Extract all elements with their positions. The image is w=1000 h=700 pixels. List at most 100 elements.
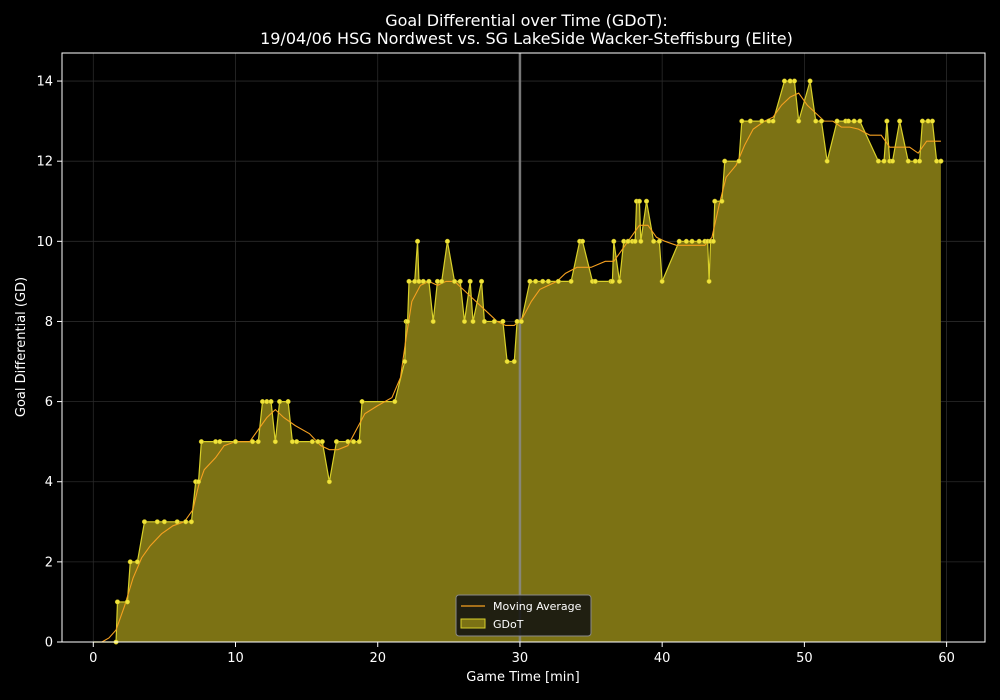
gdot-point — [689, 238, 695, 244]
y-tick-label: 0 — [45, 636, 53, 651]
y-tick-label: 12 — [36, 155, 53, 170]
gdot-point — [905, 158, 911, 164]
gdot-point — [824, 158, 830, 164]
gdot-point — [834, 118, 840, 124]
gdot-point — [255, 439, 261, 445]
y-tick-label: 10 — [36, 235, 53, 250]
gdot-point — [787, 78, 793, 84]
gdot-point — [259, 399, 266, 405]
gdot-point — [264, 399, 270, 405]
gdot-point — [897, 118, 903, 124]
gdot-point — [929, 118, 935, 124]
plot-frame — [61, 52, 986, 643]
x-tick-label: 30 — [512, 651, 529, 666]
gdot-point — [884, 118, 890, 124]
legend-gdot-label: GDoT — [493, 618, 524, 631]
gdot-point — [294, 439, 300, 445]
gdot-point — [656, 238, 662, 244]
gdot-point — [736, 158, 742, 164]
gdot-point — [592, 278, 598, 284]
gdot-point — [351, 439, 357, 445]
gdot-point — [154, 519, 160, 525]
gdot-point — [818, 118, 825, 124]
gdot-point — [845, 118, 852, 124]
gdot-point — [696, 238, 702, 244]
gdot-point — [518, 318, 524, 325]
gdot-point — [439, 278, 445, 284]
y-tick-label: 8 — [45, 315, 53, 330]
gdot-point — [250, 439, 256, 445]
gdot-point — [625, 238, 631, 244]
gdot-point — [796, 118, 802, 124]
gdot-point — [925, 118, 931, 124]
gdot-point — [345, 439, 351, 445]
legend-box — [455, 594, 592, 637]
gdot-point — [579, 238, 586, 244]
gdot-point — [491, 318, 497, 325]
gdot-point — [881, 158, 887, 164]
gdot-point — [659, 278, 665, 284]
legend-moving-average-label: Moving Average — [493, 600, 582, 613]
gdot-point — [402, 358, 408, 365]
gdot-point — [722, 158, 728, 164]
x-tick-label: 20 — [369, 651, 386, 666]
gdot-point — [444, 238, 450, 244]
gdot-point — [268, 399, 274, 405]
legend-gdot-swatch — [460, 618, 486, 629]
gdot-point — [917, 158, 923, 164]
gdot-area — [93, 81, 941, 643]
gdot-point — [426, 278, 432, 284]
ticks-layer: 0 10 20 30 40 50 60 0 2 4 6 8 10 12 14 — [36, 75, 954, 666]
gdot-point — [405, 318, 411, 325]
gdot-point — [114, 599, 121, 605]
gdot-point — [217, 439, 223, 445]
gdot-point — [514, 318, 520, 325]
gdot-point — [198, 439, 204, 445]
gdot-point — [616, 278, 623, 284]
gdot-point — [919, 118, 925, 124]
gdot-point — [651, 238, 657, 244]
gdot-point — [504, 358, 510, 365]
gdot-point — [621, 238, 627, 244]
gdot-area-layer — [93, 80, 941, 643]
gdot-point — [706, 278, 712, 284]
gdot-point — [415, 238, 421, 244]
chart-title-line-2: 19/04/06 HSG Nordwest vs. SG LakeSide Wa… — [260, 29, 793, 48]
gdot-point — [632, 238, 638, 244]
gdot-point — [285, 399, 291, 405]
gdot-point — [643, 198, 650, 204]
gdot-point — [813, 118, 819, 124]
gdot-point — [213, 439, 219, 445]
gdot-point — [781, 78, 788, 84]
gdot-point — [479, 278, 485, 284]
gdot-point — [511, 358, 517, 365]
gdot-point — [232, 439, 239, 445]
gdot-point — [766, 118, 772, 124]
gdot-point — [527, 278, 533, 284]
gdot-point — [851, 118, 857, 124]
gdot-point — [609, 278, 615, 284]
gdot-point — [134, 559, 140, 565]
gdot-point — [638, 238, 644, 244]
gdot-point — [457, 278, 463, 284]
gdot-point — [739, 118, 745, 124]
gdot-point — [272, 439, 278, 445]
gdot-point — [938, 158, 944, 164]
gdot-marker-layer — [113, 78, 944, 645]
gdot-point — [124, 599, 130, 605]
x-axis-label: Game Time [min] — [466, 670, 579, 685]
gdot-point — [890, 158, 896, 164]
legend: Moving Average GDoT — [455, 594, 592, 637]
gdot-point — [406, 278, 412, 284]
gdot-point — [807, 78, 813, 84]
chart-title-line-1: Goal Differential over Time (GDoT): — [385, 11, 668, 30]
gdot-point — [188, 519, 194, 525]
gdot-point — [875, 158, 881, 164]
gdot-point — [555, 278, 561, 284]
gdot-point — [934, 158, 940, 164]
gdot-point — [470, 318, 476, 325]
gdot-point — [451, 278, 458, 284]
gdot-point — [712, 198, 718, 204]
gdot-point — [127, 559, 133, 565]
